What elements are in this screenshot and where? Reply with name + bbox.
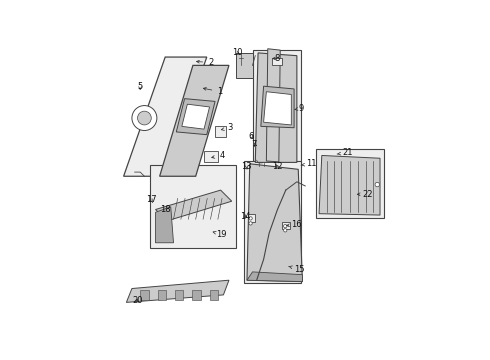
Polygon shape (282, 222, 290, 229)
Text: 11: 11 (301, 159, 317, 168)
Bar (252, 50, 301, 167)
Polygon shape (267, 49, 280, 162)
Polygon shape (123, 57, 207, 176)
Polygon shape (140, 290, 148, 300)
Circle shape (138, 111, 151, 125)
Circle shape (284, 225, 287, 228)
Circle shape (249, 222, 252, 225)
Text: 12: 12 (272, 162, 282, 171)
Text: 1: 1 (203, 87, 222, 96)
Polygon shape (192, 290, 200, 300)
Text: 21: 21 (337, 148, 353, 157)
Text: 19: 19 (213, 230, 227, 239)
Polygon shape (204, 151, 218, 162)
Polygon shape (261, 86, 294, 128)
Circle shape (132, 105, 157, 131)
Text: 20: 20 (132, 297, 143, 306)
Bar (316, 149, 384, 218)
Text: 18: 18 (160, 205, 170, 214)
Text: 7: 7 (251, 140, 257, 149)
Circle shape (249, 217, 252, 220)
Polygon shape (210, 290, 218, 300)
Text: 5: 5 (138, 82, 143, 91)
Polygon shape (319, 156, 380, 215)
Polygon shape (158, 290, 166, 300)
Polygon shape (247, 164, 302, 282)
Polygon shape (182, 104, 210, 129)
Bar (244, 161, 301, 283)
Text: 4: 4 (212, 151, 224, 160)
Text: 15: 15 (289, 265, 305, 274)
Text: 9: 9 (295, 104, 303, 113)
Text: 8: 8 (273, 54, 280, 63)
Text: 2: 2 (196, 58, 214, 67)
Text: 14: 14 (240, 212, 250, 221)
Text: 17: 17 (146, 195, 156, 204)
Text: 13: 13 (242, 162, 252, 171)
Polygon shape (272, 58, 282, 66)
Bar (150, 165, 236, 248)
Polygon shape (160, 66, 229, 176)
Circle shape (375, 183, 379, 187)
Polygon shape (175, 290, 183, 300)
Text: 6: 6 (248, 131, 254, 140)
Text: 10: 10 (232, 48, 242, 57)
Polygon shape (155, 190, 232, 221)
Polygon shape (236, 53, 252, 78)
Text: 3: 3 (221, 123, 233, 132)
Text: 16: 16 (287, 220, 302, 229)
Text: 22: 22 (357, 190, 372, 199)
Circle shape (284, 229, 287, 232)
Polygon shape (264, 92, 292, 125)
Polygon shape (126, 280, 229, 302)
Polygon shape (215, 126, 226, 138)
Polygon shape (155, 207, 173, 243)
Polygon shape (247, 214, 255, 222)
Polygon shape (247, 272, 302, 282)
Polygon shape (176, 99, 215, 135)
Polygon shape (255, 53, 297, 162)
